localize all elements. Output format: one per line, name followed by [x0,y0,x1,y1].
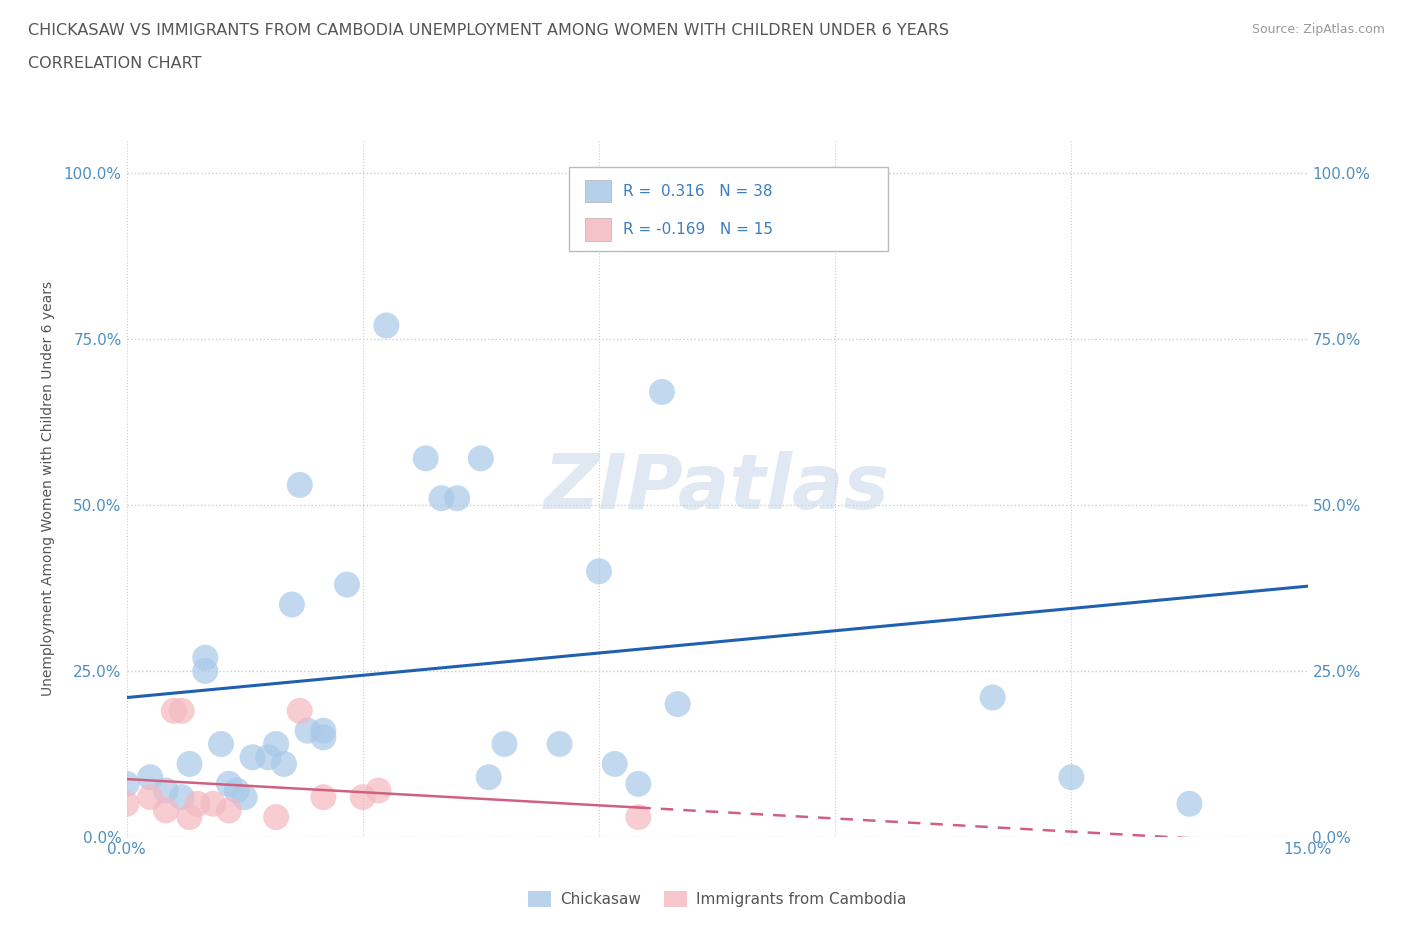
Point [179,756,201,771]
Point [981,690,1004,705]
Text: Source: ZipAtlas.com: Source: ZipAtlas.com [1251,23,1385,36]
Point [312,724,335,738]
Point [170,703,193,718]
Point [264,810,287,825]
Bar [585,219,610,241]
Point [494,737,516,751]
Point [478,770,501,785]
Legend: Chickasaw, Immigrants from Cambodia: Chickasaw, Immigrants from Cambodia [522,884,912,913]
Point [1178,796,1201,811]
Point [288,703,311,718]
Point [312,730,335,745]
Point [603,756,626,771]
Text: R = -0.169   N = 15: R = -0.169 N = 15 [623,222,772,237]
Point [651,384,673,399]
Point [288,477,311,492]
Point [627,777,650,791]
Text: CHICKASAW VS IMMIGRANTS FROM CAMBODIA UNEMPLOYMENT AMONG WOMEN WITH CHILDREN UND: CHICKASAW VS IMMIGRANTS FROM CAMBODIA UN… [28,23,949,38]
Text: R =  0.316   N = 38: R = 0.316 N = 38 [623,183,772,199]
Bar [585,180,610,203]
Text: CORRELATION CHART: CORRELATION CHART [28,56,201,71]
Point [446,491,468,506]
Point [548,737,571,751]
Point [415,451,437,466]
Point [218,803,240,817]
Point [352,790,374,804]
Point [170,790,193,804]
Point [194,663,217,678]
Point [312,790,335,804]
Point [1060,770,1083,785]
Point [115,796,138,811]
Point [218,777,240,791]
Point [179,810,201,825]
Point [242,750,264,764]
Point [273,756,295,771]
Point [264,737,287,751]
Point [297,724,319,738]
Point [186,796,208,811]
Point [233,790,256,804]
Point [139,770,162,785]
Point [281,597,304,612]
Point [115,777,138,791]
Point [470,451,492,466]
Point [155,783,177,798]
Point [627,810,650,825]
Point [257,750,280,764]
Point [202,796,225,811]
Point [336,578,359,592]
Point [588,564,610,578]
Point [155,803,177,817]
Point [139,790,162,804]
Point [163,703,186,718]
Point [225,783,247,798]
Point [666,697,689,711]
Point [375,318,398,333]
Point [194,650,217,665]
Point [430,491,453,506]
Y-axis label: Unemployment Among Women with Children Under 6 years: Unemployment Among Women with Children U… [41,281,55,696]
Text: ZIPatlas: ZIPatlas [544,451,890,525]
FancyBboxPatch shape [569,167,889,251]
Point [209,737,232,751]
Point [367,783,389,798]
Point [706,192,728,206]
